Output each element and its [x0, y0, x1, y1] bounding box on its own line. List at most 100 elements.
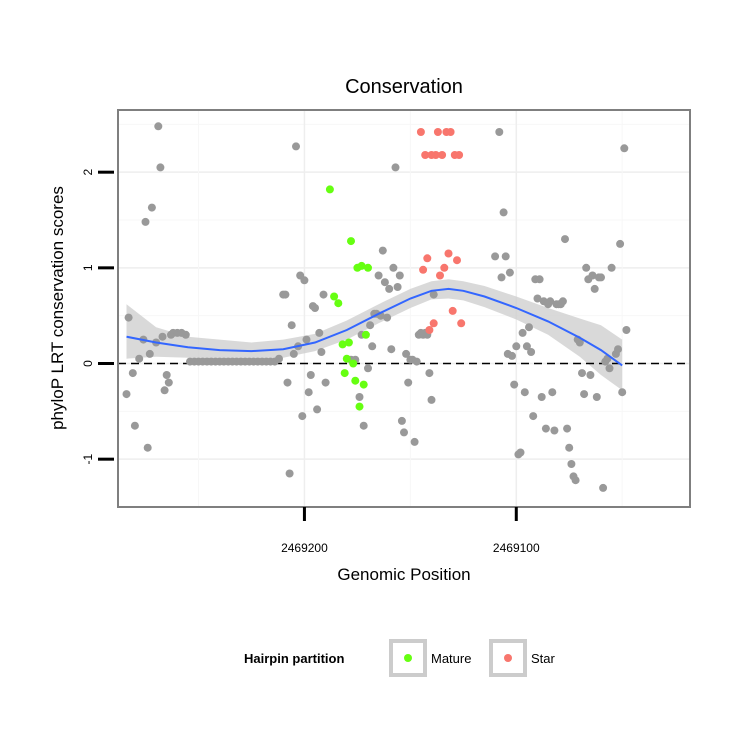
data-point-other	[616, 239, 625, 248]
data-point-mature	[325, 185, 334, 194]
legend-dot-star	[504, 654, 512, 662]
data-point-other	[412, 357, 421, 366]
grid-lines	[118, 110, 690, 507]
points-mature	[325, 185, 372, 411]
data-point-other	[313, 405, 322, 414]
data-point-other	[508, 351, 516, 360]
data-point-other	[315, 328, 324, 337]
data-point-other	[400, 428, 408, 437]
data-point-other	[366, 321, 375, 330]
data-point-other	[525, 323, 533, 332]
data-point-star	[440, 263, 449, 272]
data-point-other	[283, 378, 292, 387]
data-point-other	[364, 364, 372, 373]
data-point-other	[385, 284, 394, 293]
data-point-star	[425, 326, 434, 334]
y-tick-label: 2	[81, 169, 95, 176]
data-point-other	[518, 328, 527, 337]
data-point-other	[520, 388, 529, 397]
data-point-other	[368, 342, 377, 351]
data-point-other	[618, 388, 627, 397]
data-point-other	[147, 203, 156, 212]
data-point-other	[410, 437, 419, 446]
data-point-other	[567, 460, 576, 468]
data-point-star	[450, 151, 459, 159]
data-point-mature	[357, 261, 366, 270]
data-point-mature	[349, 359, 358, 368]
data-point-other	[306, 371, 315, 379]
data-point-other	[298, 412, 307, 421]
data-point-star	[444, 249, 453, 258]
data-point-other	[497, 273, 506, 282]
data-point-other	[582, 263, 591, 272]
data-point-other	[160, 386, 169, 395]
data-point-star	[433, 128, 442, 136]
legend: Hairpin partition Mature Star	[244, 639, 556, 677]
legend-title: Hairpin partition	[244, 651, 344, 666]
y-tick-label: 0	[81, 360, 95, 367]
data-point-other	[317, 348, 326, 356]
data-point-other	[355, 393, 364, 401]
data-point-other	[374, 271, 383, 280]
data-point-other	[575, 338, 584, 347]
data-point-other	[546, 297, 555, 306]
data-point-other	[537, 393, 546, 401]
data-point-other	[533, 294, 542, 303]
data-point-other	[622, 326, 631, 334]
data-point-star	[436, 271, 444, 280]
data-point-other	[319, 290, 328, 299]
data-point-star	[448, 306, 457, 315]
data-point-other	[527, 348, 536, 356]
data-point-other	[275, 354, 283, 363]
data-point-star	[427, 151, 436, 159]
legend-dot-mature	[404, 654, 412, 662]
x-axis-ticks: 2469200 2469100	[281, 507, 540, 555]
data-point-other	[522, 342, 531, 351]
data-point-other	[145, 349, 154, 358]
data-point-mature	[340, 369, 349, 378]
data-point-mature	[347, 237, 355, 246]
smooth-line	[126, 287, 623, 367]
confidence-band-area	[126, 279, 623, 391]
plot-border	[117, 109, 691, 508]
data-point-other	[550, 426, 559, 435]
data-point-other	[510, 380, 519, 389]
data-point-other	[499, 208, 508, 217]
data-point-other	[162, 371, 171, 379]
data-point-mature	[342, 354, 351, 363]
data-point-other	[292, 142, 300, 151]
data-point-other	[154, 122, 163, 131]
data-point-star	[416, 128, 425, 136]
data-point-other	[124, 313, 133, 322]
y-axis-ticks: -1 0 1 2	[81, 169, 114, 465]
y-tick-label: 1	[81, 264, 95, 271]
smooth-curve	[126, 287, 623, 367]
data-point-other	[311, 304, 319, 312]
data-point-other	[164, 378, 173, 387]
data-point-star	[438, 151, 447, 159]
data-point-other	[393, 283, 402, 291]
x-tick-label: 2469200	[281, 541, 328, 555]
data-point-other	[607, 263, 616, 272]
data-point-mature	[351, 376, 360, 385]
data-point-other	[122, 390, 131, 399]
data-point-other	[383, 313, 392, 322]
data-point-other	[378, 246, 387, 255]
data-point-other	[128, 369, 137, 378]
data-point-other	[397, 416, 406, 425]
x-axis-title: Genomic Position	[337, 565, 470, 584]
data-point-other	[404, 378, 413, 387]
data-point-other	[380, 278, 389, 287]
data-point-other	[135, 354, 144, 363]
data-point-star	[442, 128, 451, 136]
data-point-other	[548, 388, 557, 397]
data-point-star	[423, 254, 432, 263]
points-star	[416, 128, 466, 334]
data-point-other	[495, 128, 504, 136]
data-point-other	[605, 364, 614, 373]
data-point-other	[558, 297, 567, 306]
data-point-other	[141, 217, 150, 226]
data-point-other	[516, 448, 525, 457]
data-point-other	[512, 342, 521, 351]
data-point-other	[427, 395, 436, 404]
